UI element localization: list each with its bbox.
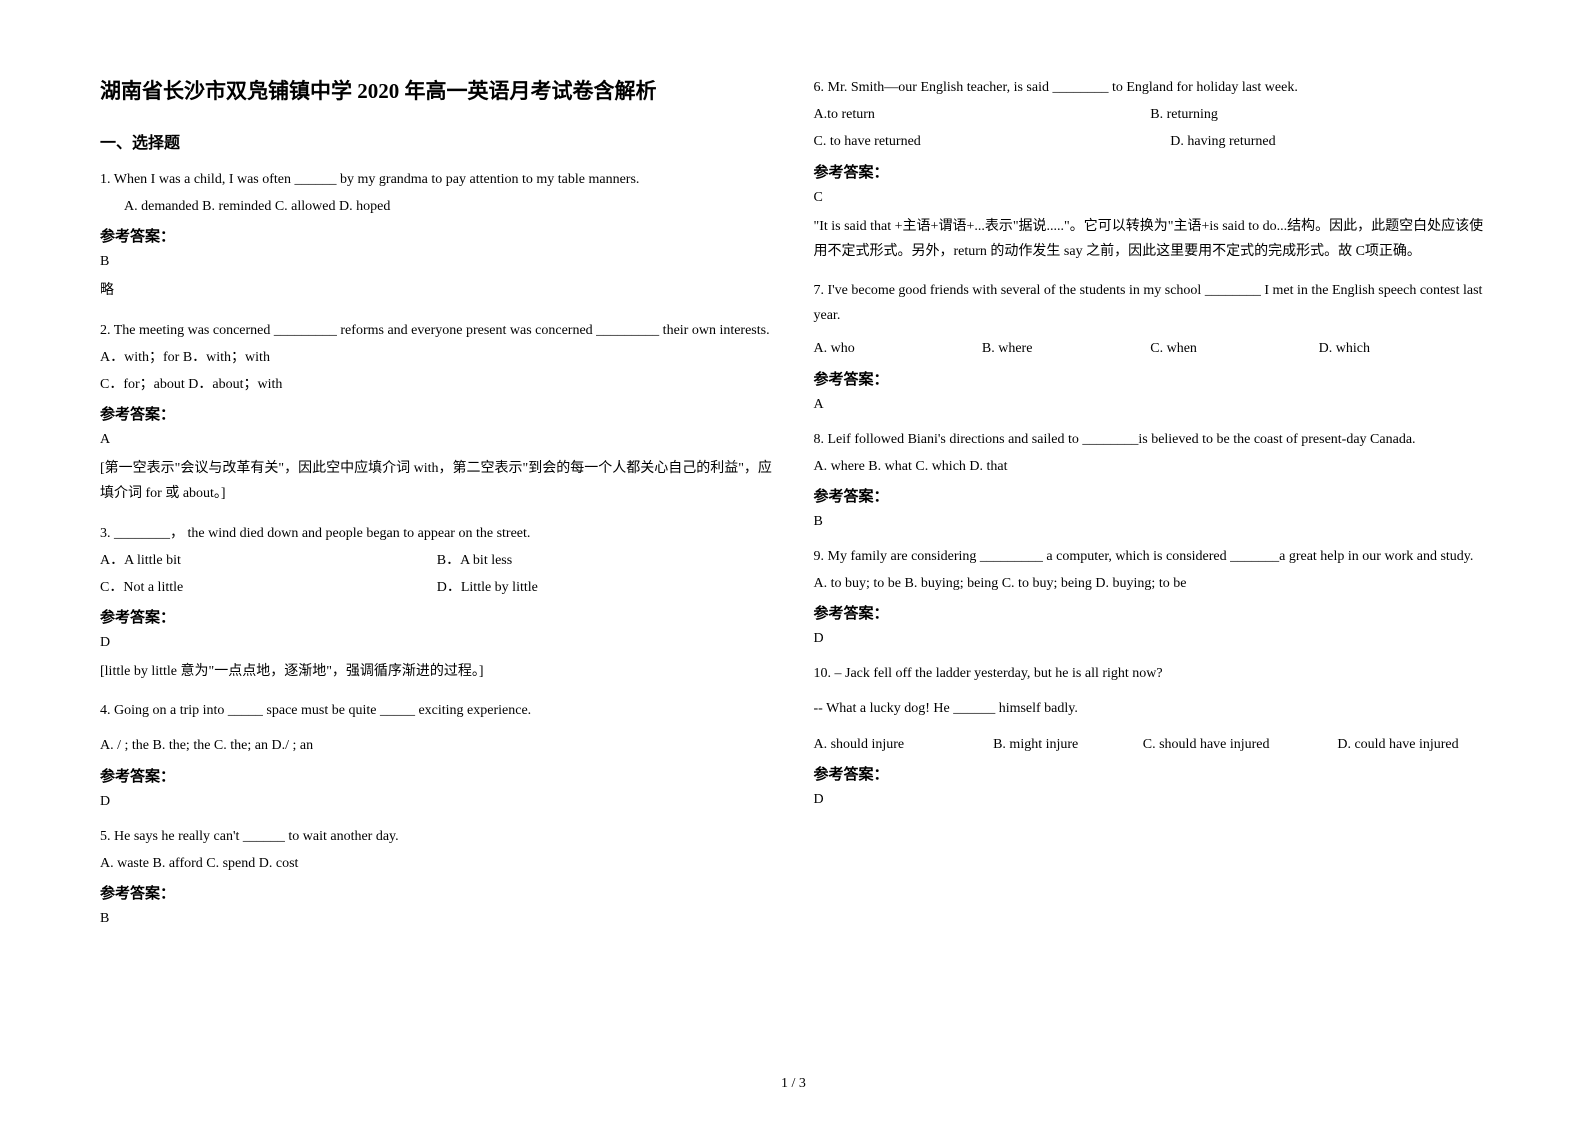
q7-option-b: B. where [982, 336, 1150, 361]
q10-option-c: C. should have injured [1143, 732, 1338, 757]
question-10: 10. – Jack fell off the ladder yesterday… [814, 661, 1488, 816]
two-column-layout: 湖南省长沙市双凫铺镇中学 2020 年高一英语月考试卷含解析 一、选择题 1. … [100, 75, 1487, 1045]
q9-stem: 9. My family are considering _________ a… [814, 544, 1488, 569]
question-8: 8. Leif followed Biani's directions and … [814, 427, 1488, 538]
q3-explanation: [little by little 意为"一点点地，逐渐地"，强调循序渐进的过程… [100, 659, 774, 684]
q3-option-d: D．Little by little [437, 575, 774, 600]
q6-option-a: A.to return [814, 102, 1151, 127]
q8-answer: B [814, 514, 1488, 530]
question-5: 5. He says he really can't ______ to wai… [100, 824, 774, 935]
q4-options: A. / ; the B. the; the C. the; an D./ ; … [100, 733, 774, 758]
q10-answer: D [814, 792, 1488, 808]
q2-options-line1: A．with；for B．with；with [100, 345, 774, 370]
q6-option-d: D. having returned [1130, 129, 1487, 154]
q3-answer: D [100, 635, 774, 651]
q5-answer-label: 参考答案： [100, 882, 774, 903]
q10-options: A. should injure B. might injure C. shou… [814, 732, 1488, 757]
q6-options-row1: A.to return B. returning [814, 102, 1488, 127]
q2-options-line2: C．for；about D．about；with [100, 372, 774, 397]
q3-stem: 3. ________， the wind died down and peop… [100, 521, 774, 546]
q5-stem: 5. He says he really can't ______ to wai… [100, 824, 774, 849]
q7-stem: 7. I've become good friends with several… [814, 278, 1488, 328]
q7-option-c: C. when [1150, 336, 1318, 361]
q2-answer-label: 参考答案： [100, 403, 774, 424]
q9-options: A. to buy; to be B. buying; being C. to … [814, 571, 1488, 596]
q10-stem-line2: -- What a lucky dog! He ______ himself b… [814, 696, 1488, 721]
question-1: 1. When I was a child, I was often _____… [100, 167, 774, 312]
question-4: 4. Going on a trip into _____ space must… [100, 698, 774, 817]
q1-answer-label: 参考答案： [100, 225, 774, 246]
q4-stem: 4. Going on a trip into _____ space must… [100, 698, 774, 723]
q8-options: A. where B. what C. which D. that [814, 454, 1488, 479]
question-6: 6. Mr. Smith—our English teacher, is sai… [814, 75, 1488, 272]
q4-answer: D [100, 794, 774, 810]
q9-answer: D [814, 631, 1488, 647]
question-3: 3. ________， the wind died down and peop… [100, 521, 774, 693]
q10-option-a: A. should injure [814, 732, 994, 757]
q7-options: A. who B. where C. when D. which [814, 336, 1488, 361]
right-column: 6. Mr. Smith—our English teacher, is sai… [814, 75, 1488, 1045]
question-2: 2. The meeting was concerned _________ r… [100, 318, 774, 515]
q6-stem: 6. Mr. Smith—our English teacher, is sai… [814, 75, 1488, 100]
q6-answer: C [814, 190, 1488, 206]
q7-option-a: A. who [814, 336, 982, 361]
q9-answer-label: 参考答案： [814, 602, 1488, 623]
q3-options-row2: C．Not a little D．Little by little [100, 575, 774, 600]
q8-stem: 8. Leif followed Biani's directions and … [814, 427, 1488, 452]
question-7: 7. I've become good friends with several… [814, 278, 1488, 421]
q6-option-b: B. returning [1150, 102, 1487, 127]
q6-option-c: C. to have returned [814, 129, 1131, 154]
q2-answer: A [100, 432, 774, 448]
q3-options-row1: A．A little bit B．A bit less [100, 548, 774, 573]
section-heading: 一、选择题 [100, 129, 774, 153]
q6-explanation: "It is said that +主语+谓语+...表示"据说....."。它… [814, 214, 1488, 264]
page-number: 1 / 3 [0, 1076, 1587, 1092]
q3-answer-label: 参考答案： [100, 606, 774, 627]
q3-option-c: C．Not a little [100, 575, 437, 600]
q6-answer-label: 参考答案： [814, 161, 1488, 182]
q2-explanation: [第一空表示"会议与改革有关"，因此空中应填介词 with，第二空表示"到会的每… [100, 456, 774, 506]
q10-option-b: B. might injure [993, 732, 1143, 757]
q7-option-d: D. which [1319, 336, 1487, 361]
q7-answer-label: 参考答案： [814, 368, 1488, 389]
q10-option-d: D. could have injured [1337, 732, 1487, 757]
q8-answer-label: 参考答案： [814, 485, 1488, 506]
q6-options-row2: C. to have returned D. having returned [814, 129, 1488, 154]
q1-explanation: 略 [100, 278, 774, 303]
q1-answer: B [100, 254, 774, 270]
q10-stem-line1: 10. – Jack fell off the ladder yesterday… [814, 661, 1488, 686]
question-9: 9. My family are considering _________ a… [814, 544, 1488, 655]
q1-options: A. demanded B. reminded C. allowed D. ho… [100, 194, 774, 219]
page-title: 湖南省长沙市双凫铺镇中学 2020 年高一英语月考试卷含解析 [100, 75, 774, 105]
q5-answer: B [100, 911, 774, 927]
q7-answer: A [814, 397, 1488, 413]
q5-options: A. waste B. afford C. spend D. cost [100, 851, 774, 876]
q3-option-b: B．A bit less [437, 548, 774, 573]
q1-stem: 1. When I was a child, I was often _____… [100, 167, 774, 192]
q2-stem: 2. The meeting was concerned _________ r… [100, 318, 774, 343]
q4-answer-label: 参考答案： [100, 765, 774, 786]
q10-answer-label: 参考答案： [814, 763, 1488, 784]
q3-option-a: A．A little bit [100, 548, 437, 573]
left-column: 湖南省长沙市双凫铺镇中学 2020 年高一英语月考试卷含解析 一、选择题 1. … [100, 75, 774, 1045]
